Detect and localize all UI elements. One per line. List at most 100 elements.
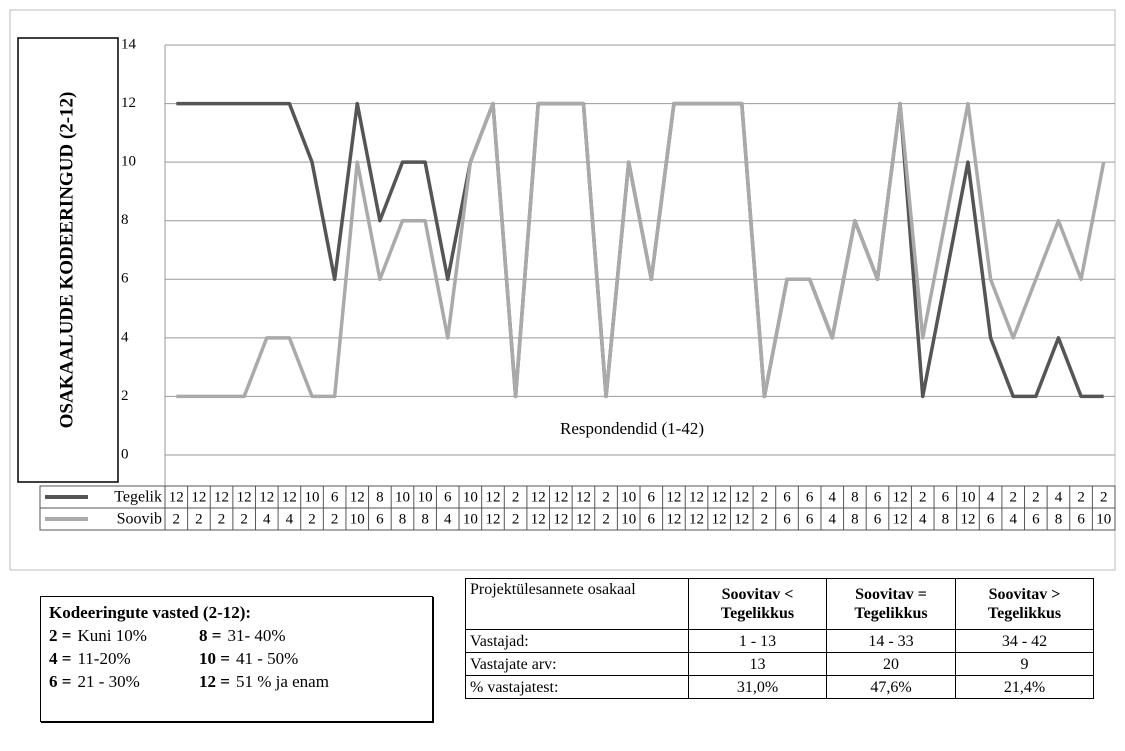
y-tick-label: 0 — [121, 446, 129, 462]
table-value: 2 — [240, 511, 248, 527]
table-cell: Projektülesannete osakaal — [465, 578, 689, 630]
table-value: 12 — [169, 489, 184, 505]
table-value: 12 — [712, 489, 727, 505]
y-axis-label: OSAKAALUDE KODEERINGUD (2-12) — [56, 92, 77, 429]
table-value: 8 — [376, 489, 384, 505]
table-value: 10 — [1096, 511, 1111, 527]
table-value: 2 — [602, 511, 610, 527]
code: 12 = — [199, 672, 230, 691]
code-legend: Kodeeringute vasted (2-12): 2 = Kuni 10% 8… — [40, 596, 433, 722]
table-cell: % vastajatest: — [465, 675, 689, 699]
table-value: 10 — [621, 511, 636, 527]
table-value: 2 — [195, 511, 203, 527]
table-value: 8 — [1055, 511, 1063, 527]
code-text: 51 % ja enam — [235, 672, 329, 691]
table-value: 10 — [463, 489, 478, 505]
table-value: 6 — [806, 489, 814, 505]
table-value: 10 — [418, 489, 433, 505]
table-value: 8 — [942, 511, 950, 527]
table-value: 6 — [874, 489, 882, 505]
y-tick-label: 12 — [121, 95, 136, 111]
table-value: 12 — [485, 511, 500, 527]
table-value: 6 — [987, 511, 995, 527]
code: 10 = — [199, 649, 230, 668]
code-text: 41 - 50% — [235, 649, 299, 668]
table-value: 4 — [286, 511, 294, 527]
table-value: 2 — [919, 489, 927, 505]
table-value: 4 — [829, 511, 837, 527]
table-value: 10 — [960, 489, 975, 505]
table-value: 12 — [712, 511, 727, 527]
table-cell: 1 - 13 — [688, 629, 827, 653]
table-value: 6 — [648, 489, 656, 505]
legend-label: Soovib — [117, 511, 162, 528]
table-row: Vastajate arv: 13 20 9 — [465, 652, 1094, 676]
table-value: 2 — [1100, 489, 1108, 505]
legend-title: Kodeeringute vasted (2-12): — [49, 603, 252, 622]
table-value: 12 — [485, 489, 500, 505]
table-value: 10 — [395, 489, 410, 505]
table-value: 2 — [331, 511, 339, 527]
table-value: 2 — [761, 489, 769, 505]
table-value: 2 — [761, 511, 769, 527]
table-value: 12 — [350, 489, 365, 505]
table-value: 2 — [512, 511, 520, 527]
table-value: 12 — [259, 489, 274, 505]
code-text: 31- 40% — [227, 626, 286, 645]
table-value: 10 — [463, 511, 478, 527]
table-value: 12 — [734, 511, 749, 527]
table-value: 12 — [960, 511, 975, 527]
table-value: 2 — [512, 489, 520, 505]
code-text: Kuni 10% — [77, 626, 147, 645]
table-row: Projektülesannete osakaal Soovitav < Tege… — [465, 578, 1094, 630]
table-cell: Soovitav = Tegelikkus — [826, 578, 956, 630]
table-value: 6 — [1032, 511, 1040, 527]
table-value: 8 — [851, 489, 859, 505]
table-cell: 34 - 42 — [955, 629, 1094, 653]
table-value: 10 — [305, 489, 320, 505]
code: 2 = — [49, 626, 72, 645]
table-value: 12 — [576, 511, 591, 527]
legend-entry: 2 = Kuni 10% — [49, 624, 199, 647]
table-cell: Vastajate arv: — [465, 652, 689, 676]
legend-row: 6 = 21 - 30% 12 = 51 % ja enam — [49, 670, 424, 693]
table-cell: 13 — [688, 652, 827, 676]
y-tick-label: 14 — [121, 36, 137, 52]
table-value: 4 — [1009, 511, 1017, 527]
table-value: 4 — [263, 511, 271, 527]
table-value: 2 — [602, 489, 610, 505]
frame — [9, 9, 1116, 571]
table-value: 6 — [376, 511, 384, 527]
table-cell: 31,0% — [688, 675, 827, 699]
legend-row: 4 = 11-20% 10 = 41 - 50% — [49, 647, 424, 670]
table-value: 2 — [173, 511, 181, 527]
legend-entry: 6 = 21 - 30% — [49, 670, 199, 693]
table-value: 6 — [874, 511, 882, 527]
table-value: 12 — [214, 489, 229, 505]
code-text: 21 - 30% — [77, 672, 140, 691]
x-axis-label: Respondendid (1-42) — [560, 419, 704, 438]
table-value: 6 — [942, 489, 950, 505]
table-cell: 9 — [955, 652, 1094, 676]
table-value: 8 — [399, 511, 407, 527]
table-value: 12 — [553, 489, 568, 505]
table-cell: Soovitav > Tegelikkus — [955, 578, 1094, 630]
table-value: 6 — [783, 489, 791, 505]
table-value: 6 — [444, 489, 452, 505]
table-value: 12 — [666, 489, 681, 505]
series-line — [176, 101, 1106, 399]
legend-entry: 10 = 41 - 50% — [199, 647, 298, 670]
code: 6 = — [49, 672, 72, 691]
table-value: 12 — [531, 489, 546, 505]
y-tick-label: 6 — [121, 271, 129, 287]
table-value: 12 — [893, 489, 908, 505]
table-value: 4 — [829, 489, 837, 505]
table-value: 6 — [331, 489, 339, 505]
chart: OSAKAALUDE KODEERINGUD (2-12) Respondend… — [9, 9, 1116, 571]
table-value: 2 — [218, 511, 226, 527]
table-value: 12 — [689, 511, 704, 527]
y-tick-label: 10 — [121, 154, 136, 170]
y-tick-label: 4 — [121, 329, 129, 345]
table-value: 12 — [282, 489, 297, 505]
table-cell: Vastajad: — [465, 629, 689, 653]
